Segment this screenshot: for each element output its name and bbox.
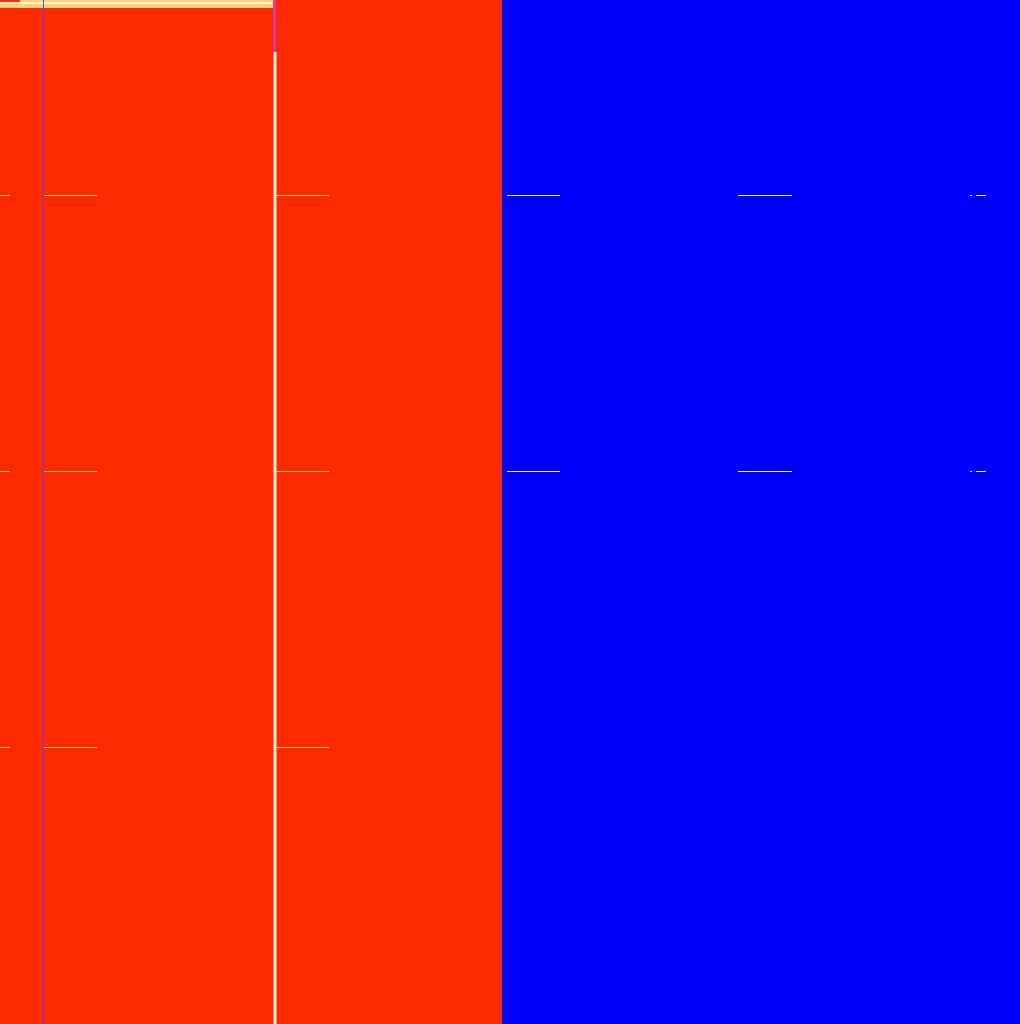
- blue-panel: [502, 0, 1020, 1024]
- top-strip-gap: [0, 0, 20, 2]
- blue-ticks: [507, 195, 986, 472]
- red-ticks: [0, 195, 329, 748]
- red-panel: [0, 0, 502, 1024]
- top-strip-highlight: [0, 2, 273, 4]
